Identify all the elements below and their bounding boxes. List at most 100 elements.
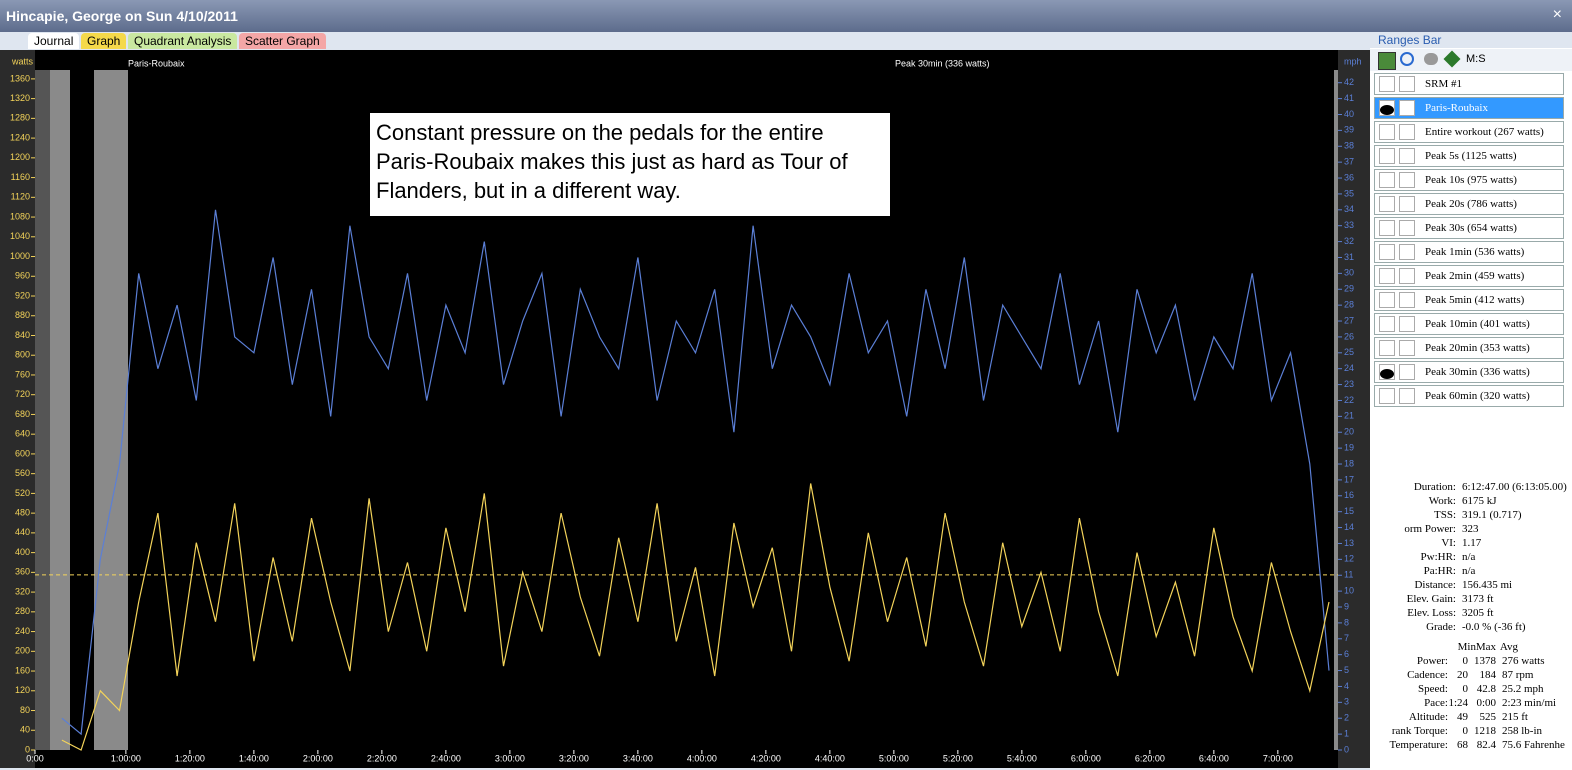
y-tick-label: 240: [15, 626, 30, 636]
range-row[interactable]: Peak 1min (536 watts): [1374, 241, 1564, 263]
summary-label: Duration:: [1413, 481, 1456, 493]
lock-toggle[interactable]: [1399, 316, 1415, 332]
tab[interactable]: Quadrant Analysis: [128, 33, 238, 49]
range-row[interactable]: Entire workout (267 watts): [1374, 121, 1564, 143]
range-label: Paris-Roubaix: [128, 58, 185, 68]
y2-tick-label: 19: [1344, 443, 1354, 453]
visibility-toggle[interactable]: [1379, 364, 1395, 380]
y2-tick-label: 9: [1344, 601, 1349, 611]
visibility-toggle[interactable]: [1379, 172, 1395, 188]
pause-band: [1334, 70, 1338, 750]
visibility-toggle[interactable]: [1379, 148, 1395, 164]
summary-label: Pa:HR:: [1423, 565, 1456, 577]
lock-toggle[interactable]: [1399, 196, 1415, 212]
visibility-toggle[interactable]: [1379, 196, 1395, 212]
table-cell: 0: [1462, 655, 1469, 667]
visibility-toggle[interactable]: [1379, 124, 1395, 140]
pause-band: [35, 70, 50, 750]
panel-title: Ranges Bar: [1370, 32, 1572, 48]
visibility-toggle[interactable]: [1379, 316, 1395, 332]
x-tick-label: 6:00:00: [1071, 753, 1101, 763]
tab[interactable]: Journal: [28, 33, 80, 49]
lock-toggle[interactable]: [1399, 388, 1415, 404]
range-row[interactable]: Peak 10s (975 watts): [1374, 169, 1564, 191]
table-cell: 25.2 mph: [1502, 683, 1544, 695]
y-tick-label: 600: [15, 448, 30, 458]
table-header: Max: [1475, 641, 1496, 653]
x-tick-label: 6:20:00: [1135, 753, 1165, 763]
range-row[interactable]: Peak 20s (786 watts): [1374, 193, 1564, 215]
tab[interactable]: Graph: [81, 33, 127, 49]
summary-label: orm Power:: [1404, 523, 1456, 535]
range-label: Peak 30min (336 watts): [1425, 366, 1530, 378]
lock-toggle[interactable]: [1399, 292, 1415, 308]
visibility-toggle[interactable]: [1379, 268, 1395, 284]
y2-tick-label: 6: [1344, 649, 1349, 659]
range-row[interactable]: Peak 2min (459 watts): [1374, 265, 1564, 287]
y-tick-label: 1320: [10, 93, 30, 103]
visibility-toggle[interactable]: [1379, 292, 1395, 308]
y-tick-label: 1160: [11, 172, 30, 182]
range-row[interactable]: Peak 5min (412 watts): [1374, 289, 1564, 311]
lock-toggle[interactable]: [1399, 268, 1415, 284]
lock-toggle[interactable]: [1399, 364, 1415, 380]
visibility-toggle[interactable]: [1379, 244, 1395, 260]
range-row[interactable]: Peak 30min (336 watts): [1374, 361, 1564, 383]
close-button[interactable]: ×: [1552, 6, 1562, 23]
tab[interactable]: Scatter Graph: [239, 33, 326, 49]
icon[interactable]: [1443, 50, 1461, 68]
lock-toggle[interactable]: [1399, 172, 1415, 188]
x-tick-label: 4:40:00: [815, 753, 845, 763]
icon[interactable]: [1400, 52, 1414, 66]
x-tick-label: 5:40:00: [1007, 753, 1037, 763]
range-row[interactable]: Peak 30s (654 watts): [1374, 217, 1564, 239]
time-mode[interactable]: M:S: [1466, 53, 1486, 65]
range-row[interactable]: Peak 20min (353 watts): [1374, 337, 1564, 359]
y-tick-label: 280: [15, 606, 30, 616]
range-row[interactable]: Paris-Roubaix: [1374, 97, 1564, 119]
visibility-toggle[interactable]: [1379, 340, 1395, 356]
y2-tick-label: 29: [1344, 284, 1354, 294]
range-label: Peak 10min (401 watts): [1425, 318, 1530, 330]
range-label: Peak 10s (975 watts): [1425, 174, 1517, 186]
y2-tick-label: 0: [1344, 744, 1349, 754]
y-tick-label: 120: [15, 685, 30, 695]
icon[interactable]: [1378, 52, 1396, 70]
visibility-toggle[interactable]: [1379, 76, 1395, 92]
lock-toggle[interactable]: [1399, 148, 1415, 164]
range-row[interactable]: Peak 60min (320 watts): [1374, 385, 1564, 407]
summary-value: 1.17: [1462, 537, 1482, 549]
y2-tick-label: 42: [1344, 77, 1354, 87]
summary-value: 3205 ft: [1462, 607, 1494, 619]
y2-tick-label: 15: [1344, 506, 1354, 516]
range-row[interactable]: Peak 5s (1125 watts): [1374, 145, 1564, 167]
y-tick-label: 480: [15, 508, 30, 518]
icon[interactable]: [1424, 53, 1438, 65]
y-tick-label: 840: [15, 330, 30, 340]
lock-toggle[interactable]: [1399, 100, 1415, 116]
lock-toggle[interactable]: [1399, 340, 1415, 356]
ranges-bar: Ranges Bar M:S SRM #1 Paris-Roubaix Entire…: [1370, 32, 1572, 770]
table-cell: 20: [1457, 669, 1468, 681]
lock-toggle[interactable]: [1399, 244, 1415, 260]
table-label: Pace:: [1424, 697, 1448, 709]
range-row[interactable]: Peak 10min (401 watts): [1374, 313, 1564, 335]
table-cell: 258 lb-in: [1502, 725, 1543, 737]
y-tick-label: 720: [15, 389, 30, 399]
y2-tick-label: 16: [1344, 490, 1354, 500]
y2-tick-label: 41: [1344, 93, 1354, 103]
visibility-toggle[interactable]: [1379, 388, 1395, 404]
y-tick-label: 440: [15, 527, 30, 537]
visibility-toggle[interactable]: [1379, 100, 1395, 116]
y-axis-label: watts: [11, 56, 34, 66]
lock-toggle[interactable]: [1399, 124, 1415, 140]
range-row[interactable]: SRM #1: [1374, 73, 1564, 95]
lock-toggle[interactable]: [1399, 220, 1415, 236]
summary-value: 319.1 (0.717): [1462, 509, 1522, 521]
lock-toggle[interactable]: [1399, 76, 1415, 92]
y2-tick-label: 10: [1344, 585, 1354, 595]
y2-tick-label: 14: [1344, 522, 1354, 532]
visibility-toggle[interactable]: [1379, 220, 1395, 236]
summary-label: Elev. Loss:: [1407, 607, 1456, 619]
